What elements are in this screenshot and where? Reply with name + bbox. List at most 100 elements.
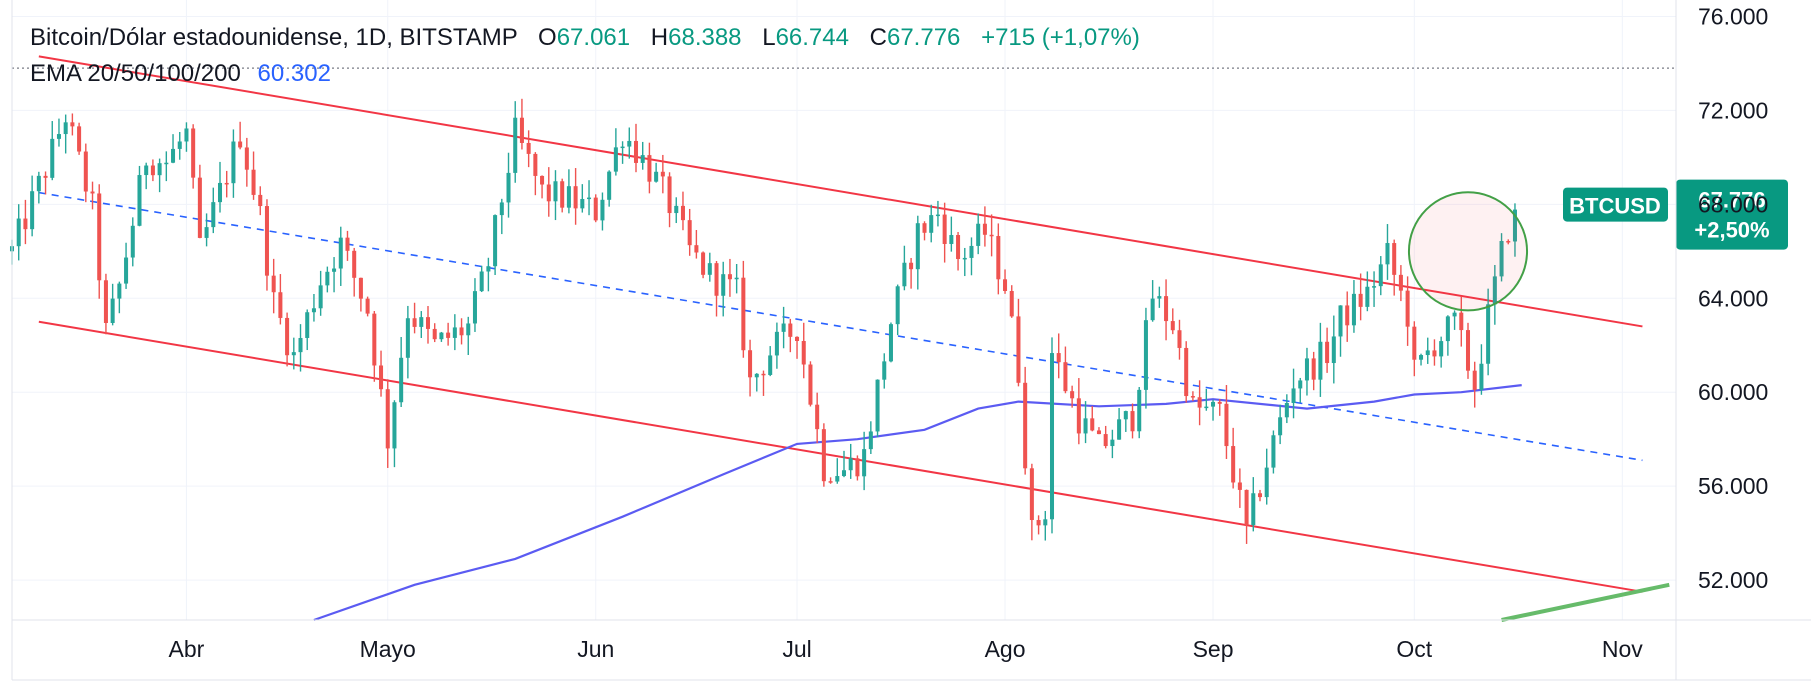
- candle: [43, 171, 48, 195]
- candle: [1063, 346, 1068, 394]
- candle: [888, 322, 893, 363]
- candle: [593, 194, 598, 223]
- candle: [117, 281, 122, 314]
- candle-body: [305, 312, 310, 338]
- candle: [600, 192, 605, 231]
- candle: [922, 221, 927, 241]
- candle: [16, 204, 21, 261]
- candle: [781, 306, 786, 349]
- candle-body: [909, 262, 914, 270]
- open-key: O: [538, 24, 557, 51]
- candle-body: [848, 458, 853, 471]
- candle-body: [707, 263, 712, 275]
- candle-body: [1117, 419, 1122, 440]
- candle: [338, 226, 343, 286]
- candle: [754, 373, 759, 392]
- candle: [1143, 307, 1148, 409]
- candle: [795, 336, 800, 359]
- candle-body: [1264, 467, 1269, 498]
- candle-body: [781, 323, 786, 332]
- candle: [77, 122, 82, 155]
- candle: [30, 175, 35, 237]
- candle-body: [741, 277, 746, 351]
- candle: [137, 165, 142, 227]
- candle-body: [949, 235, 954, 244]
- candle: [150, 159, 155, 182]
- candle: [1472, 361, 1477, 408]
- candle: [1439, 336, 1444, 368]
- candle-body: [734, 277, 739, 280]
- candle-body: [620, 146, 625, 149]
- candle: [1036, 515, 1041, 535]
- candle-body: [177, 141, 182, 149]
- candle-body: [1392, 243, 1397, 275]
- candle: [479, 265, 484, 293]
- candle-body: [895, 286, 900, 325]
- candle-body: [90, 191, 95, 194]
- candle: [298, 324, 303, 372]
- candle-body: [338, 237, 343, 269]
- candle-body: [640, 155, 645, 163]
- candle: [110, 283, 115, 326]
- candle: [1398, 265, 1403, 302]
- candle: [956, 231, 961, 271]
- candle: [902, 245, 907, 291]
- symbol-title: Bitcoin/Dólar estadounidense, 1D, BITSTA…: [30, 24, 518, 51]
- candle-body: [1090, 418, 1095, 431]
- candle-body: [956, 235, 961, 260]
- candle: [486, 257, 491, 292]
- x-tick-label: Mayo: [360, 636, 416, 662]
- candle-body: [1043, 519, 1048, 526]
- open-value: 67.061: [556, 24, 631, 51]
- candle: [1492, 265, 1497, 325]
- candle: [506, 152, 511, 218]
- y-tick-label: 60.000: [1698, 379, 1768, 405]
- candle: [976, 213, 981, 255]
- candle: [1150, 280, 1155, 322]
- candle: [1029, 463, 1034, 541]
- candle: [687, 208, 692, 256]
- candle: [1170, 308, 1175, 335]
- candle: [815, 392, 820, 444]
- candle: [1331, 315, 1336, 384]
- candle-body: [533, 153, 538, 176]
- candle-body: [1486, 304, 1491, 364]
- low-value: 66.744: [775, 24, 849, 51]
- candle-body: [1291, 388, 1296, 403]
- channel-mid-line: [38, 191, 1643, 462]
- chart-legend: Bitcoin/Dólar estadounidense, 1D, BITSTA…: [30, 24, 1140, 88]
- legend-row-ema[interactable]: EMA 20/50/100/200 60.302: [30, 60, 1140, 88]
- candle: [171, 134, 176, 164]
- candle-body: [392, 402, 397, 449]
- candle: [1392, 239, 1397, 296]
- candle-body: [211, 202, 216, 228]
- x-tick-label: Jun: [577, 636, 614, 662]
- candle-body: [311, 308, 316, 313]
- candle-body: [1479, 363, 1484, 390]
- candle-body: [1076, 398, 1081, 434]
- candle: [1231, 427, 1236, 489]
- candle: [130, 217, 135, 267]
- candle: [1512, 203, 1517, 257]
- candle: [1217, 399, 1222, 416]
- candle-body: [1512, 209, 1517, 242]
- candle: [875, 379, 880, 438]
- candle-body: [251, 169, 256, 195]
- candle: [882, 353, 887, 389]
- candle-body: [103, 280, 108, 323]
- high-key: H: [650, 24, 669, 51]
- candle-body: [110, 298, 115, 323]
- candle-body: [499, 202, 504, 216]
- candle-body: [1029, 468, 1034, 521]
- candle: [1419, 353, 1424, 366]
- candle: [1372, 271, 1377, 307]
- candle-body: [1452, 312, 1457, 317]
- candle-body: [633, 140, 639, 163]
- candle-body: [1372, 286, 1377, 288]
- candle-body: [607, 171, 612, 200]
- candle: [379, 350, 384, 397]
- candle: [1506, 239, 1511, 245]
- candle-body: [70, 122, 75, 127]
- candle: [305, 309, 310, 351]
- candle-body: [1506, 241, 1511, 243]
